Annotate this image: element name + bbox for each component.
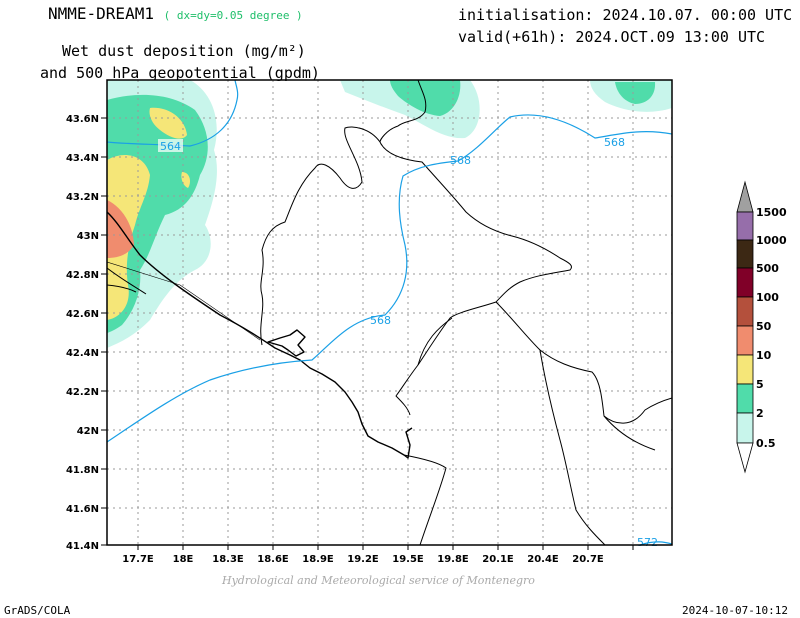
model-resolution: ( dx=dy=0.05 degree )	[163, 9, 303, 22]
lon-label: 18.3E	[212, 554, 244, 565]
graticule	[107, 80, 672, 545]
contour-label-568a: 568	[450, 154, 471, 167]
lon-label: 19.8E	[437, 554, 469, 565]
lon-label: 18.6E	[257, 554, 289, 565]
lon-label: 18.9E	[302, 554, 334, 565]
border-srb-kos	[495, 301, 672, 424]
border-east-edge	[603, 415, 656, 451]
generation-timestamp: 2024-10-07-10:12	[682, 604, 788, 617]
lat-label: 43.4N	[66, 153, 99, 164]
coast-detail	[267, 329, 306, 357]
lat-label: 42.8N	[66, 270, 99, 281]
contour-label-568c: 568	[370, 314, 391, 327]
legend-swatch-10	[736, 325, 754, 356]
variable-title-line1: Wet dust deposition (mg/m²)	[62, 42, 306, 60]
legend-colorbar	[736, 180, 754, 474]
legend-label: 100	[756, 291, 779, 304]
lat-label: 42.6N	[66, 309, 99, 320]
lat-label: 41.4N	[66, 541, 99, 552]
border-mne-alb	[403, 317, 453, 545]
lon-label: 19.5E	[392, 554, 424, 565]
legend-swatch-50	[736, 296, 754, 327]
lat-label: 41.6N	[66, 504, 99, 515]
legend-swatch-5	[736, 354, 754, 385]
axis-ticks	[101, 117, 634, 550]
contour-label-568b: 568	[604, 136, 625, 149]
contour-572	[639, 541, 672, 545]
border-croatia	[107, 267, 147, 295]
lat-label: 42N	[77, 426, 99, 437]
lat-label: 41.8N	[66, 465, 99, 476]
lon-label: 20.4E	[527, 554, 559, 565]
legend-swatch-100	[736, 267, 754, 298]
model-name: NMME-DREAM1	[48, 4, 154, 23]
legend-label: 5	[756, 378, 764, 391]
lat-label: 43.6N	[66, 114, 99, 125]
lat-label: 42.4N	[66, 348, 99, 359]
dust-area-5-spot	[181, 172, 190, 188]
legend-swatch-1000	[736, 211, 754, 241]
contour-labels: 564 568 568 568 572	[158, 136, 658, 549]
dust-area-2-ne	[615, 82, 656, 104]
sea-line	[107, 261, 261, 341]
lon-label: 17.7E	[122, 554, 154, 565]
credit-line: Hydrological and Meteorological service …	[222, 574, 535, 587]
lon-label: 20.1E	[482, 554, 514, 565]
init-time: initialisation: 2024.10.07. 00:00 UTC	[458, 6, 793, 24]
longitude-labels: 17.7E 18E 18.3E 18.6E 18.9E 19.2E 19.5E …	[122, 554, 604, 565]
lon-label: 19.2E	[347, 554, 379, 565]
dust-deposition-field	[107, 80, 672, 348]
dust-area-2	[107, 94, 208, 333]
coastline	[107, 211, 413, 459]
contour-label-572: 572	[637, 536, 658, 549]
contour-label-564: 564	[160, 140, 181, 153]
lat-label: 42.2N	[66, 387, 99, 398]
contour-564	[107, 80, 239, 147]
legend-cap-bottom	[736, 442, 754, 474]
model-title: NMME-DREAM1 ( dx=dy=0.05 degree )	[48, 4, 303, 23]
variable-title-line2: and 500 hPa geopotential (gpdm)	[40, 64, 320, 82]
legend-cap-top	[736, 180, 754, 213]
latitude-labels: 43.6N 43.4N 43.2N 43N 42.8N 42.6N 42.4N …	[66, 114, 99, 552]
legend-label: 1000	[756, 234, 787, 247]
legend-label: 0.5	[756, 437, 776, 450]
software-label: GrADS/COLA	[4, 604, 71, 617]
lon-label: 18E	[173, 554, 194, 565]
contour-568-west	[107, 114, 672, 443]
lon-label: 20.7E	[572, 554, 604, 565]
legend-label: 2	[756, 407, 764, 420]
legend-label: 500	[756, 262, 779, 275]
border-bih-mne	[260, 126, 573, 416]
border-north	[379, 80, 427, 143]
legend-swatch-500	[736, 239, 754, 269]
dust-area-5-small	[149, 107, 187, 139]
lat-label: 43N	[77, 231, 99, 242]
legend-label: 10	[756, 349, 772, 362]
border-kos-mkd	[539, 349, 606, 545]
legend-labels: 1500 1000 500 100 50 10 5 2 0.5	[756, 206, 787, 450]
legend-swatch-2	[736, 383, 754, 414]
legend-label: 50	[756, 320, 772, 333]
lat-label: 43.2N	[66, 192, 99, 203]
legend-swatch-0.5	[736, 412, 754, 444]
valid-time: valid(+61h): 2024.OCT.09 13:00 UTC	[458, 28, 766, 46]
legend-label: 1500	[756, 206, 787, 219]
